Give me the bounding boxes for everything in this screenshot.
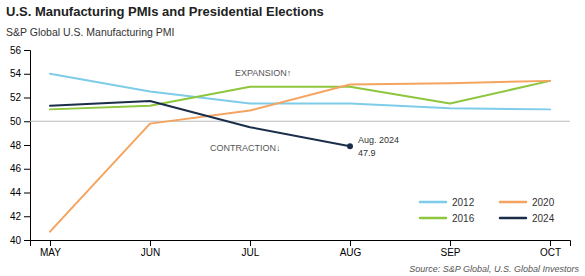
- x-tick: OCT: [540, 240, 561, 258]
- series-line: [50, 81, 550, 232]
- x-tick-label: SEP: [440, 247, 460, 258]
- y-tick-label: 46: [10, 163, 22, 174]
- y-tick: 40: [10, 235, 30, 246]
- legend-item: 2016: [420, 213, 475, 224]
- x-tick: AUG: [340, 240, 362, 258]
- chart: U.S. Manufacturing PMIs and Presidential…: [0, 0, 585, 276]
- y-tick-label: 50: [10, 116, 22, 127]
- legend-swatch: [420, 217, 446, 220]
- legend-swatch: [420, 201, 446, 204]
- y-tick-mark: [24, 98, 30, 99]
- annotation-label: Aug. 2024: [358, 135, 399, 145]
- source: Source: S&P Global, U.S. Global Investor…: [409, 264, 579, 274]
- y-axis: 40 42 44 46 48 50 52 54 56: [10, 45, 31, 246]
- y-tick-mark: [24, 74, 30, 75]
- x-tick: JUL: [242, 240, 260, 258]
- legend-label: 2012: [452, 197, 475, 208]
- x-tick-mark: [550, 240, 551, 246]
- x-axis-line: [31, 241, 571, 247]
- y-tick: 56: [10, 45, 30, 56]
- y-tick-label: 52: [10, 92, 22, 103]
- x-tick-label: AUG: [340, 247, 362, 258]
- legend-item: 2012: [420, 197, 475, 208]
- y-tick: 48: [10, 140, 30, 151]
- x-tick-label: JUN: [141, 247, 160, 258]
- y-tick-label: 56: [10, 45, 22, 56]
- threshold-line: [30, 121, 570, 122]
- y-tick-label: 48: [10, 140, 22, 151]
- annotation-value: 47.9: [358, 148, 376, 158]
- y-axis-line: [24, 51, 31, 241]
- legend-label: 2020: [532, 197, 555, 208]
- y-tick-mark: [24, 145, 30, 146]
- y-tick: 44: [10, 187, 30, 198]
- legend-label: 2024: [532, 213, 555, 224]
- marks: [30, 74, 570, 232]
- y-tick: 42: [10, 211, 30, 222]
- y-tick-mark: [24, 50, 30, 51]
- series-line: [50, 101, 350, 146]
- series-line: [50, 74, 550, 110]
- x-tick-mark: [250, 240, 251, 246]
- y-tick-mark: [24, 169, 30, 170]
- y-tick-mark: [24, 216, 30, 217]
- x-tick-label: OCT: [540, 247, 561, 258]
- x-tick-label: MAY: [40, 247, 61, 258]
- legend-label: 2016: [452, 213, 475, 224]
- plot: MAY JUN JUL AUG SEP OCT 40 42 44 46 48 50 52 54 56 EXPA…: [10, 45, 571, 258]
- y-tick: 54: [10, 68, 30, 79]
- annotations: EXPANSION↑ CONTRACTION↓ Aug. 2024 47.9: [210, 68, 399, 158]
- y-tick-label: 40: [10, 235, 22, 246]
- annotation-dot: [347, 143, 353, 149]
- legend-item: 2020: [500, 197, 555, 208]
- y-tick-label: 44: [10, 187, 22, 198]
- series-line: [50, 81, 550, 110]
- y-tick: 50: [10, 116, 30, 127]
- contraction-label: CONTRACTION↓: [210, 143, 281, 153]
- y-tick-mark: [24, 193, 30, 194]
- y-tick: 46: [10, 163, 30, 174]
- y-tick-mark: [24, 240, 30, 241]
- title: U.S. Manufacturing PMIs and Presidential…: [6, 4, 324, 19]
- legend-swatch: [500, 217, 526, 220]
- x-tick-mark: [350, 240, 351, 246]
- x-tick-mark: [450, 240, 451, 246]
- y-tick-label: 54: [10, 68, 22, 79]
- legend-item: 2024: [500, 213, 555, 224]
- x-axis: MAY JUN JUL AUG SEP OCT: [31, 240, 571, 258]
- y-tick-label: 42: [10, 211, 22, 222]
- y-tick-mark: [24, 121, 30, 122]
- subtitle: S&P Global U.S. Manufacturing PMI: [6, 26, 174, 38]
- x-tick-mark: [150, 240, 151, 246]
- legend-swatch: [500, 201, 526, 204]
- x-tick-mark: [50, 240, 51, 246]
- x-tick: MAY: [40, 240, 61, 258]
- y-tick: 52: [10, 92, 30, 103]
- expansion-label: EXPANSION↑: [235, 68, 291, 78]
- x-tick: JUN: [141, 240, 160, 258]
- x-tick-label: JUL: [242, 247, 260, 258]
- x-tick: SEP: [440, 240, 460, 258]
- legend: 2012 2016 2020 2024: [420, 197, 555, 224]
